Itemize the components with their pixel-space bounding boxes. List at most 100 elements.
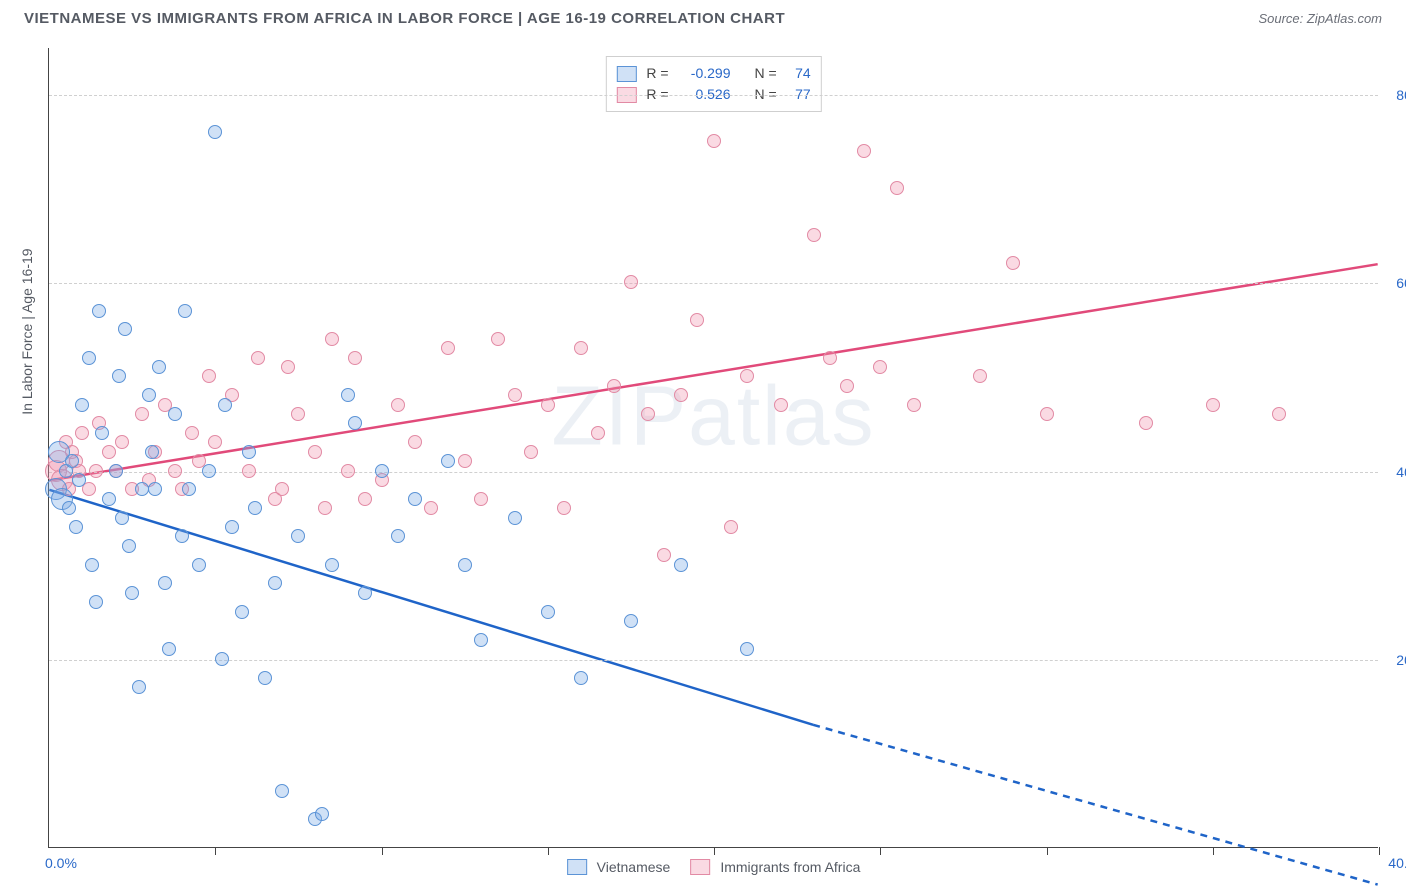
y-tick-label: 20.0%: [1396, 652, 1406, 668]
x-axis-max-label: 40.0%: [1388, 855, 1406, 871]
point-vietnamese: [95, 426, 109, 440]
point-vietnamese: [235, 605, 249, 619]
gridline-h: [49, 660, 1378, 661]
point-vietnamese: [82, 351, 96, 365]
point-africa: [325, 332, 339, 346]
point-africa: [185, 426, 199, 440]
point-africa: [674, 388, 688, 402]
x-axis-origin-label: 0.0%: [45, 855, 77, 871]
point-africa: [115, 435, 129, 449]
point-vietnamese: [75, 398, 89, 412]
x-tick: [382, 847, 383, 855]
point-vietnamese: [122, 539, 136, 553]
point-africa: [823, 351, 837, 365]
point-africa: [281, 360, 295, 374]
point-vietnamese: [175, 529, 189, 543]
point-vietnamese: [135, 482, 149, 496]
point-vietnamese: [102, 492, 116, 506]
point-africa: [973, 369, 987, 383]
point-africa: [135, 407, 149, 421]
point-vietnamese: [275, 784, 289, 798]
point-vietnamese: [132, 680, 146, 694]
point-vietnamese: [92, 304, 106, 318]
point-africa: [591, 426, 605, 440]
point-vietnamese: [325, 558, 339, 572]
stat-n-value: 74: [783, 63, 811, 84]
point-vietnamese: [112, 369, 126, 383]
point-vietnamese: [248, 501, 262, 515]
point-vietnamese: [148, 482, 162, 496]
point-vietnamese: [69, 520, 83, 534]
point-vietnamese: [215, 652, 229, 666]
x-tick: [880, 847, 881, 855]
legend-swatch: [616, 66, 636, 82]
point-africa: [208, 435, 222, 449]
stat-r-value: -0.299: [675, 63, 731, 84]
point-vietnamese: [458, 558, 472, 572]
point-africa: [348, 351, 362, 365]
point-africa: [740, 369, 754, 383]
point-africa: [1139, 416, 1153, 430]
point-vietnamese: [624, 614, 638, 628]
point-africa: [607, 379, 621, 393]
point-africa: [1272, 407, 1286, 421]
point-vietnamese: [268, 576, 282, 590]
chart-plot-area: In Labor Force | Age 16-19 ZIPatlas R =-…: [48, 48, 1378, 848]
legend-item-vietnamese: Vietnamese: [567, 859, 671, 875]
point-africa: [690, 313, 704, 327]
y-tick-label: 40.0%: [1396, 464, 1406, 480]
point-africa: [807, 228, 821, 242]
point-vietnamese: [125, 586, 139, 600]
point-vietnamese: [348, 416, 362, 430]
point-vietnamese: [225, 520, 239, 534]
series-legend: VietnameseImmigrants from Africa: [567, 859, 861, 875]
point-vietnamese: [72, 473, 86, 487]
stat-n-label: N =: [755, 63, 777, 84]
point-vietnamese: [740, 642, 754, 656]
legend-swatch: [567, 859, 587, 875]
x-tick: [1379, 847, 1380, 855]
point-vietnamese: [145, 445, 159, 459]
point-africa: [391, 398, 405, 412]
point-vietnamese: [408, 492, 422, 506]
point-vietnamese: [152, 360, 166, 374]
point-vietnamese: [208, 125, 222, 139]
point-africa: [1006, 256, 1020, 270]
point-vietnamese: [192, 558, 206, 572]
y-axis-title: In Labor Force | Age 16-19: [19, 248, 35, 414]
point-africa: [474, 492, 488, 506]
point-vietnamese: [258, 671, 272, 685]
point-vietnamese: [242, 445, 256, 459]
point-vietnamese: [474, 633, 488, 647]
point-africa: [168, 464, 182, 478]
point-africa: [202, 369, 216, 383]
point-africa: [441, 341, 455, 355]
point-vietnamese: [109, 464, 123, 478]
point-vietnamese: [62, 501, 76, 515]
point-africa: [1206, 398, 1220, 412]
point-vietnamese: [65, 454, 79, 468]
point-africa: [857, 144, 871, 158]
point-vietnamese: [182, 482, 196, 496]
legend-label: Vietnamese: [597, 859, 671, 875]
point-africa: [557, 501, 571, 515]
point-vietnamese: [375, 464, 389, 478]
gridline-h: [49, 95, 1378, 96]
point-africa: [102, 445, 116, 459]
point-vietnamese: [541, 605, 555, 619]
point-vietnamese: [142, 388, 156, 402]
point-africa: [89, 464, 103, 478]
point-vietnamese: [178, 304, 192, 318]
point-vietnamese: [218, 398, 232, 412]
x-tick: [714, 847, 715, 855]
point-africa: [724, 520, 738, 534]
point-africa: [541, 398, 555, 412]
x-tick: [1047, 847, 1048, 855]
point-vietnamese: [158, 576, 172, 590]
point-africa: [275, 482, 289, 496]
watermark: ZIPatlas: [551, 367, 875, 464]
point-africa: [308, 445, 322, 459]
chart-title: VIETNAMESE VS IMMIGRANTS FROM AFRICA IN …: [24, 10, 785, 27]
point-africa: [657, 548, 671, 562]
x-tick: [1213, 847, 1214, 855]
